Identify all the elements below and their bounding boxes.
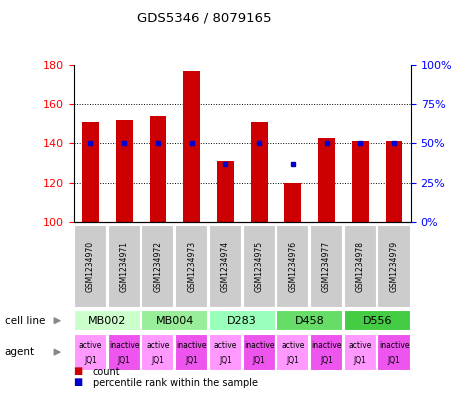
Text: JQ1: JQ1 xyxy=(118,356,131,365)
Text: ■: ■ xyxy=(74,366,83,376)
Bar xyxy=(74,225,107,308)
Text: inactive: inactive xyxy=(176,341,207,350)
Bar xyxy=(209,310,276,331)
Text: JQ1: JQ1 xyxy=(185,356,198,365)
Text: JQ1: JQ1 xyxy=(354,356,367,365)
Text: JQ1: JQ1 xyxy=(84,356,97,365)
Bar xyxy=(251,122,267,222)
Text: percentile rank within the sample: percentile rank within the sample xyxy=(93,378,257,388)
Text: MB004: MB004 xyxy=(156,316,194,326)
Bar xyxy=(243,334,276,371)
Text: GSM1234972: GSM1234972 xyxy=(153,241,162,292)
Text: count: count xyxy=(93,367,120,377)
Bar xyxy=(175,334,208,371)
Bar xyxy=(276,225,309,308)
Text: GSM1234974: GSM1234974 xyxy=(221,241,230,292)
Text: ■: ■ xyxy=(74,377,83,387)
Bar xyxy=(142,225,174,308)
Text: D458: D458 xyxy=(295,316,324,326)
Bar xyxy=(276,334,309,371)
Text: GSM1234978: GSM1234978 xyxy=(356,241,365,292)
Text: agent: agent xyxy=(5,347,35,357)
Bar xyxy=(142,310,208,331)
Bar xyxy=(378,334,410,371)
Text: active: active xyxy=(281,341,304,350)
Text: inactive: inactive xyxy=(311,341,342,350)
Text: MB002: MB002 xyxy=(88,316,126,326)
Bar xyxy=(74,334,107,371)
Bar xyxy=(310,225,343,308)
Text: inactive: inactive xyxy=(244,341,275,350)
Text: cell line: cell line xyxy=(5,316,45,326)
Bar xyxy=(386,141,402,222)
Text: GSM1234979: GSM1234979 xyxy=(390,241,399,292)
Bar xyxy=(142,334,174,371)
Text: JQ1: JQ1 xyxy=(388,356,400,365)
Text: inactive: inactive xyxy=(109,341,140,350)
Text: GDS5346 / 8079165: GDS5346 / 8079165 xyxy=(137,12,272,25)
Text: D556: D556 xyxy=(362,316,392,326)
Text: JQ1: JQ1 xyxy=(219,356,232,365)
Bar xyxy=(209,225,242,308)
Text: GSM1234976: GSM1234976 xyxy=(288,241,297,292)
Bar xyxy=(116,120,133,222)
Bar xyxy=(82,122,99,222)
Bar xyxy=(344,334,377,371)
Bar xyxy=(276,310,343,331)
Bar xyxy=(285,183,301,222)
Text: GSM1234970: GSM1234970 xyxy=(86,241,95,292)
Bar xyxy=(209,334,242,371)
Text: D283: D283 xyxy=(228,316,257,326)
Text: JQ1: JQ1 xyxy=(286,356,299,365)
Bar xyxy=(175,225,208,308)
Bar xyxy=(150,116,166,222)
Text: active: active xyxy=(79,341,102,350)
Bar xyxy=(344,310,410,331)
Text: active: active xyxy=(349,341,372,350)
Bar xyxy=(344,225,377,308)
Bar xyxy=(108,225,141,308)
Text: JQ1: JQ1 xyxy=(320,356,333,365)
Text: JQ1: JQ1 xyxy=(152,356,164,365)
Bar xyxy=(378,225,410,308)
Bar xyxy=(108,334,141,371)
Text: GSM1234971: GSM1234971 xyxy=(120,241,129,292)
Text: inactive: inactive xyxy=(379,341,409,350)
Bar xyxy=(352,141,369,222)
Bar xyxy=(74,310,141,331)
Bar xyxy=(183,71,200,222)
Text: GSM1234973: GSM1234973 xyxy=(187,241,196,292)
Text: GSM1234977: GSM1234977 xyxy=(322,241,331,292)
Text: active: active xyxy=(146,341,170,350)
Text: active: active xyxy=(214,341,237,350)
Text: GSM1234975: GSM1234975 xyxy=(255,241,264,292)
Bar xyxy=(318,138,335,222)
Bar xyxy=(217,161,234,222)
Text: JQ1: JQ1 xyxy=(253,356,266,365)
Bar xyxy=(310,334,343,371)
Bar xyxy=(243,225,276,308)
